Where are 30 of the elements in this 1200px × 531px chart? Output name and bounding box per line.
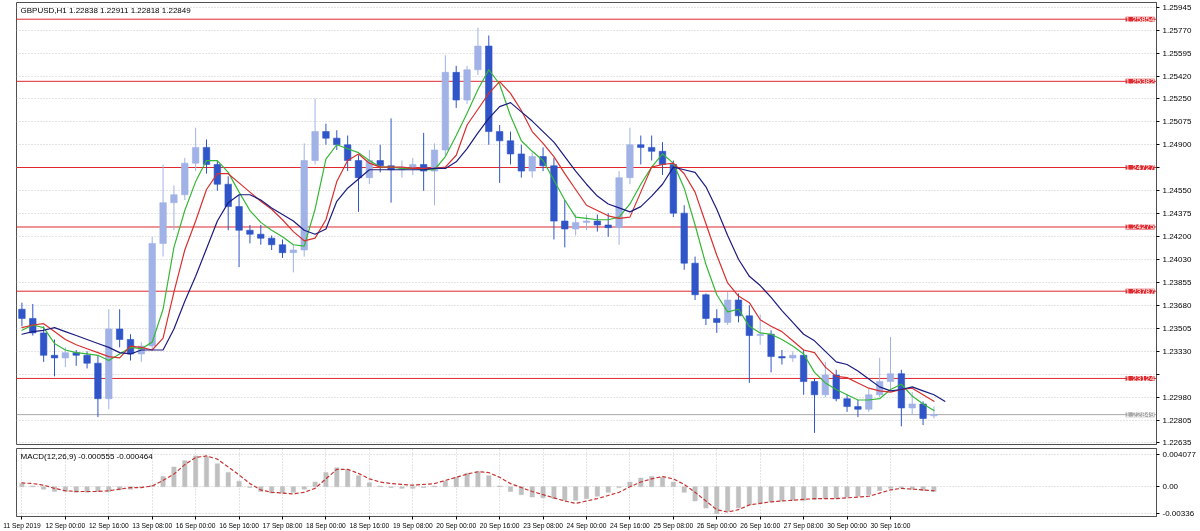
ref-line-label: 1.25854 — [1125, 14, 1156, 24]
ref-line-label: 1.24727 — [1125, 163, 1156, 173]
y-tick-label: 0.004077 — [1162, 450, 1197, 460]
y-tick-label: 1.25770 — [1162, 25, 1192, 35]
chart-title: GBPUSD,H1 1.22838 1.22911 1.22818 1.22849 — [20, 5, 192, 15]
y-tick-label: 1.25595 — [1162, 48, 1192, 58]
y-tick-label: 1.25945 — [1162, 2, 1192, 12]
y-tick-label: 0.00 — [1162, 482, 1179, 492]
chart-title: MACD(12,26,9) -0.000555 -0.000464 — [20, 451, 154, 461]
y-tick-label: 1.24375 — [1162, 209, 1192, 219]
y-tick-label: 1.22635 — [1162, 438, 1192, 448]
y-tick-label: 1.24550 — [1162, 186, 1192, 196]
y-tick-label: -0.00336 — [1162, 508, 1195, 518]
ref-line-label: 1.22849 — [1125, 410, 1156, 420]
y-tick-label: 1.23505 — [1162, 323, 1192, 333]
y-tick-label: 1.25075 — [1162, 117, 1192, 127]
y-tick-label: 1.23680 — [1162, 300, 1192, 310]
y-tick-label: 1.24200 — [1162, 232, 1192, 242]
y-tick-label: 1.25420 — [1162, 71, 1192, 81]
ref-line-label: 1.23124 — [1125, 373, 1156, 383]
y-tick-label: 1.22980 — [1162, 392, 1192, 402]
y-tick-label: 1.23855 — [1162, 277, 1192, 287]
y-tick-label: 1.24900 — [1162, 140, 1192, 150]
y-tick-label: 1.23330 — [1162, 346, 1192, 356]
ref-line-label: 1.24275 — [1125, 222, 1156, 232]
y-tick-label: 1.25250 — [1162, 94, 1192, 104]
ref-line-label: 1.23787 — [1125, 286, 1156, 296]
y-tick-label: 1.22805 — [1162, 415, 1192, 425]
y-tick-label: 1.24030 — [1162, 254, 1192, 264]
ref-line-label: 1.25382 — [1125, 76, 1156, 86]
